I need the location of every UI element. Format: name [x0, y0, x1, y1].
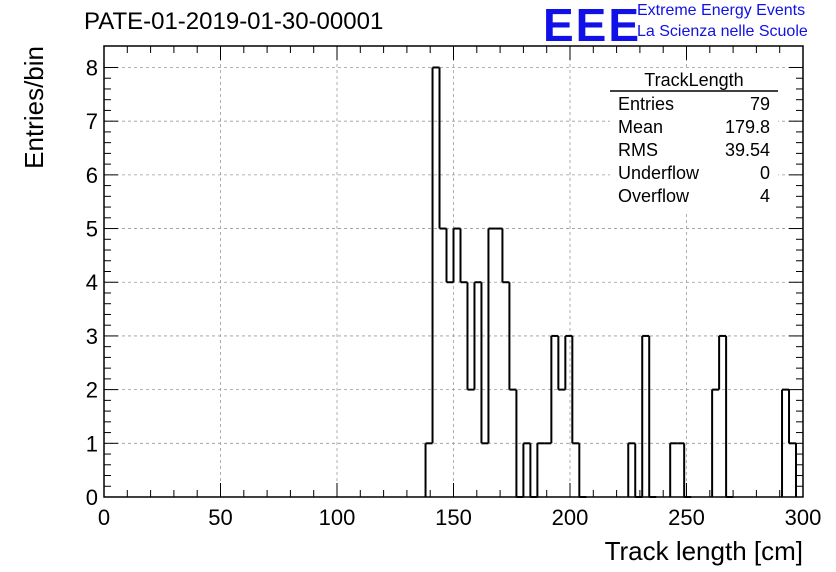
y-axis-label: Entries/bin [19, 46, 49, 169]
plot-title: PATE-01-2019-01-30-00001 [84, 8, 384, 35]
eee-logo: EEE [543, 0, 642, 51]
stats-box [610, 68, 778, 212]
stats-label: Mean [618, 117, 663, 137]
stats-value: 0 [760, 163, 770, 183]
x-tick-label: 300 [785, 505, 822, 530]
x-tick-label: 150 [435, 505, 472, 530]
x-tick-label: 200 [552, 505, 589, 530]
y-tick-label: 2 [86, 378, 98, 403]
x-tick-label: 100 [319, 505, 356, 530]
y-tick-label: 3 [86, 324, 98, 349]
x-tick-label: 0 [98, 505, 110, 530]
stats-value: 79 [750, 94, 770, 114]
stats-title: TrackLength [644, 70, 743, 90]
stats-label: Overflow [618, 186, 690, 206]
y-tick-label: 0 [86, 485, 98, 510]
y-tick-label: 7 [86, 109, 98, 134]
plot-frame [103, 45, 804, 498]
y-tick-label: 5 [86, 217, 98, 242]
logo-subtitle-line1: Extreme Energy Events [637, 2, 806, 19]
stats-label: Underflow [618, 163, 700, 183]
stats-value: 39.54 [725, 140, 770, 160]
stats-label: RMS [618, 140, 658, 160]
stats-label: Entries [618, 94, 674, 114]
logo-subtitle-line2: La Scienza nelle Scuole [637, 23, 808, 40]
stats-value: 179.8 [725, 117, 770, 137]
y-tick-label: 1 [86, 431, 98, 456]
y-tick-label: 6 [86, 163, 98, 188]
x-axis-label: Track length [cm] [605, 536, 803, 566]
x-tick-label: 50 [208, 505, 232, 530]
y-tick-label: 8 [86, 55, 98, 80]
stats-value: 4 [760, 186, 770, 206]
x-tick-label: 250 [668, 505, 705, 530]
y-tick-label: 4 [86, 270, 98, 295]
